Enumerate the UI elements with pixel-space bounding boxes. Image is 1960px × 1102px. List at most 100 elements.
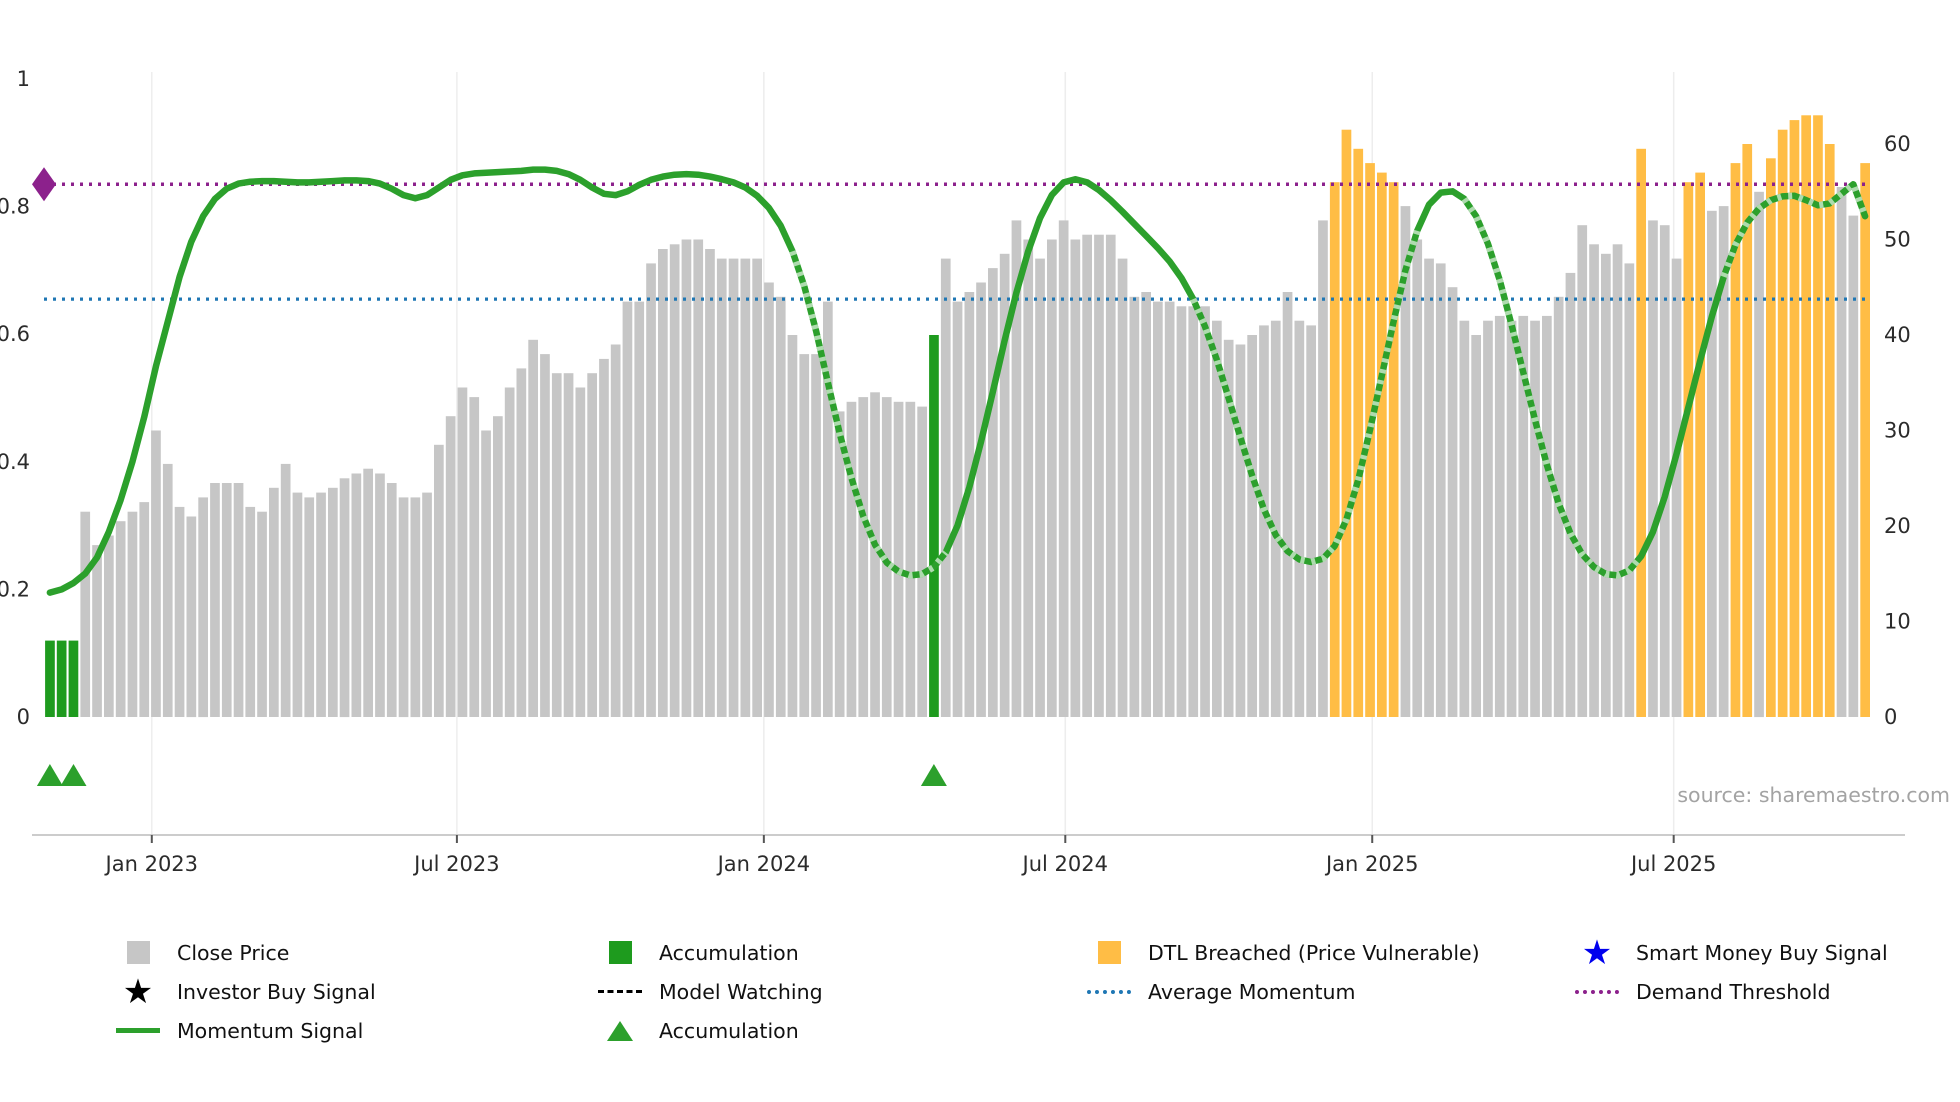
star-glyph: ★ xyxy=(122,971,154,1012)
close-price-bar xyxy=(481,430,491,717)
close-price-bar xyxy=(999,253,1010,718)
close-price-bar xyxy=(104,535,114,717)
close-price-bar xyxy=(1565,272,1576,717)
legend-item-average-momentum: Average Momentum xyxy=(1085,980,1573,1004)
close-price-bar xyxy=(1141,292,1151,717)
close-price-bar xyxy=(599,358,609,717)
close-price-bar xyxy=(1023,239,1034,717)
close-price-bar xyxy=(1612,244,1623,718)
close-price-bar xyxy=(976,282,986,717)
legend-label: Accumulation xyxy=(659,940,799,965)
close-price-bar xyxy=(516,368,527,717)
close-price-bar xyxy=(952,301,963,717)
accumulation-bar xyxy=(56,640,67,717)
close-price-bar xyxy=(280,463,291,717)
close-price-bar xyxy=(658,249,668,717)
close-price-bar xyxy=(1424,258,1434,717)
close-price-bar xyxy=(1447,287,1458,717)
close-price-bar xyxy=(705,249,715,717)
close-price-bar xyxy=(139,502,150,717)
x-tick-label: Jan 2023 xyxy=(104,852,199,876)
close-price-bar xyxy=(339,478,350,718)
accumulation-marker xyxy=(60,764,87,786)
close-price-bar xyxy=(221,483,232,717)
dotted-swatch-average xyxy=(1085,989,1133,994)
source-attribution: source: sharemaestro.com xyxy=(1677,783,1950,807)
rect-glyph xyxy=(1097,941,1121,964)
legend-label: Model Watching xyxy=(659,979,823,1004)
rect-swatch-dtl xyxy=(1085,941,1133,964)
dtl-breached-bar xyxy=(1341,129,1352,717)
close-price-bar xyxy=(434,444,444,717)
close-price-bar xyxy=(1435,263,1446,717)
close-price-bar xyxy=(1188,306,1199,717)
close-price-bar xyxy=(940,258,951,717)
dtl-breached-bar xyxy=(1789,120,1800,718)
close-price-bar xyxy=(1117,258,1128,717)
close-price-bar xyxy=(787,335,798,717)
close-price-bar xyxy=(917,406,927,717)
close-price-bar xyxy=(799,354,810,717)
triangle-swatch-accumulation_marker xyxy=(596,1020,644,1041)
close-price-bar xyxy=(233,483,244,717)
close-price-bar xyxy=(1259,325,1269,717)
close-price-bar xyxy=(1848,215,1859,717)
close-price-bar xyxy=(410,497,421,718)
legend-item-close-price: Close Price xyxy=(114,941,596,965)
chart-legend: Close Price Accumulation DTL Breached (Pri… xyxy=(114,933,1888,1050)
accumulation-bar xyxy=(68,640,79,717)
dtl-breached-bar xyxy=(1329,182,1340,717)
demand-threshold-marker xyxy=(32,167,56,202)
close-price-bar xyxy=(1659,225,1670,717)
accumulation-bar xyxy=(45,640,55,717)
close-price-bar xyxy=(1648,220,1658,717)
accumulation-marker xyxy=(36,764,63,786)
close-price-bar xyxy=(1518,315,1529,717)
close-price-bar xyxy=(1530,320,1540,717)
close-price-bar xyxy=(669,244,680,718)
dtl-breached-bar xyxy=(1695,172,1705,718)
right-axis-label: 40 xyxy=(1884,323,1911,347)
price-momentum-chart: Jan 2023 Jul 2023 Jan 2024 Jul 2024 Jan 2025… xyxy=(0,67,1911,876)
close-price-bar xyxy=(634,301,645,717)
close-price-bar xyxy=(728,258,739,717)
dashes-glyph xyxy=(598,990,642,993)
triangle-glyph xyxy=(607,1020,633,1041)
dtl-breached-bar xyxy=(1824,144,1835,717)
close-price-bar xyxy=(811,354,821,717)
left-axis-label: 0.6 xyxy=(0,322,30,346)
close-price-bar xyxy=(1058,220,1069,717)
close-price-bar xyxy=(1082,234,1092,717)
close-price-bar xyxy=(1400,206,1411,717)
rect-swatch-accumulation xyxy=(596,941,644,964)
right-axis-label: 20 xyxy=(1884,514,1911,538)
legend-item-smart-money-buy-signal: ★ Smart Money Buy Signal xyxy=(1573,932,1888,973)
right-axis-label: 30 xyxy=(1884,419,1911,443)
dtl-breached-bar xyxy=(1377,172,1387,718)
close-price-bar xyxy=(1270,320,1281,717)
close-price-bar xyxy=(1047,239,1057,717)
star-glyph: ★ xyxy=(1581,932,1613,973)
dtl-breached-bar xyxy=(1777,129,1788,717)
right-axis-label: 0 xyxy=(1884,705,1897,729)
close-price-bar xyxy=(1671,258,1682,717)
close-price-bar xyxy=(551,373,562,717)
close-price-bar xyxy=(693,239,704,717)
dotted-swatch-threshold xyxy=(1573,989,1621,994)
legend-item-accumulation: Accumulation xyxy=(596,1019,1085,1043)
close-price-bar xyxy=(587,373,597,717)
legend-label: Investor Buy Signal xyxy=(177,979,376,1004)
right-axis-label: 10 xyxy=(1884,610,1911,634)
close-price-bar xyxy=(186,516,197,718)
close-price-bar xyxy=(1235,344,1246,717)
close-price-bar xyxy=(504,387,515,717)
close-price-bar xyxy=(1176,306,1187,717)
close-price-bar xyxy=(1070,239,1081,717)
x-tick-label: Jul 2024 xyxy=(1021,852,1108,876)
line-swatch-momentum xyxy=(114,1028,162,1033)
dtl-breached-bar xyxy=(1683,182,1694,717)
legend-label: Average Momentum xyxy=(1148,979,1356,1004)
close-price-bar xyxy=(269,487,279,717)
close-price-bar xyxy=(964,292,975,717)
